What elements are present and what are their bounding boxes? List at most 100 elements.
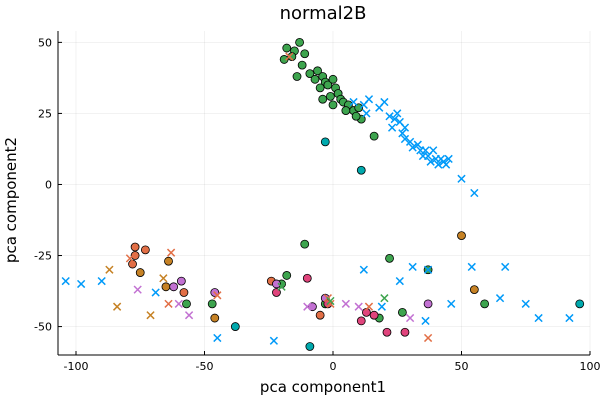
scatter-point (77, 279, 86, 289)
scatter-point (166, 248, 176, 257)
y-tick-label: 25 (38, 107, 52, 120)
scatter-point (130, 242, 140, 252)
scatter-point (444, 154, 453, 164)
series-3 (135, 231, 479, 323)
scatter-point (313, 66, 322, 76)
scatter-point (534, 313, 543, 323)
scatter-point (326, 296, 335, 306)
scatter-point (310, 74, 320, 84)
y-axis-ticks: -50 -25 0 25 50 (34, 36, 62, 334)
scatter-point (326, 299, 335, 308)
scatter-point (328, 74, 338, 84)
scatter-point (565, 313, 574, 323)
scatter-point (421, 316, 430, 326)
scatter-point (277, 282, 286, 291)
scatter-point (169, 282, 179, 292)
series-9 (133, 285, 415, 323)
scatter-point (97, 276, 106, 286)
scatter-point (521, 299, 530, 308)
scatter-point (146, 311, 155, 320)
scatter-point (400, 134, 410, 144)
scatter-point (308, 302, 317, 312)
scatter-point (413, 140, 422, 149)
scatter-point (269, 336, 279, 345)
scatter-point (429, 146, 438, 155)
scatter-point (341, 299, 350, 308)
scatter-point (164, 299, 173, 308)
scatter-point (174, 299, 183, 308)
scatter-point (303, 302, 312, 311)
x-tick-label: 50 (454, 360, 468, 373)
y-tick-label: -50 (34, 321, 52, 334)
scatter-point (398, 129, 407, 138)
scatter-point (179, 288, 189, 297)
scatter-point (405, 137, 415, 146)
x-axis-label: pca component1 (260, 378, 386, 396)
scatter-point (287, 52, 297, 61)
scatter-point (184, 311, 194, 320)
scatter-point (282, 43, 292, 53)
scatter-point (326, 91, 335, 101)
scatter-point (380, 97, 389, 107)
scatter-point (302, 273, 312, 283)
scatter-point (112, 302, 122, 311)
scatter-point (151, 288, 160, 297)
scatter-point (385, 112, 394, 121)
scatter-point (575, 299, 585, 309)
scatter-point (382, 327, 392, 337)
scatter-point (328, 100, 338, 110)
scatter-point (423, 265, 433, 274)
scatter-point (140, 245, 150, 255)
scatter-point (207, 299, 217, 309)
scatter-point (480, 299, 490, 309)
scatter-point (292, 72, 302, 81)
x-axis-ticks: -100 -50 0 50 100 (64, 351, 600, 373)
scatter-point (467, 262, 476, 272)
x-tick-label: 100 (580, 360, 600, 373)
scatter-point (182, 299, 191, 309)
scatter-point (349, 97, 358, 107)
scatter-point (300, 49, 310, 59)
y-tick-label: -25 (34, 250, 52, 263)
scatter-point (320, 137, 330, 147)
scatter-point (297, 60, 307, 70)
y-tick-label: 0 (45, 178, 52, 191)
chart-title: normal2B (280, 3, 367, 24)
scatter-point (393, 109, 402, 118)
scatter-point (495, 294, 505, 303)
series-1 (230, 137, 585, 351)
scatter-point (315, 310, 325, 320)
y-tick-label: 50 (38, 36, 52, 49)
scatter-point (305, 69, 315, 79)
scatter-point (133, 285, 142, 294)
scatter-point (364, 95, 374, 104)
series-10 (277, 282, 389, 306)
scatter-point (457, 174, 466, 183)
scatter-point (364, 302, 374, 311)
scatter-point (105, 265, 114, 274)
scatter-point (135, 268, 145, 277)
scatter-point (501, 262, 510, 272)
x-tick-label: -100 (64, 360, 89, 373)
scatter-point (469, 285, 479, 295)
scatter-point (441, 160, 451, 169)
scatter-point (408, 143, 417, 152)
scatter-point (380, 294, 389, 303)
y-axis-label: pca component2 (2, 137, 20, 263)
axes (57, 31, 590, 356)
scatter-point (61, 276, 70, 286)
scatter-point (130, 251, 140, 260)
scatter-point (400, 123, 410, 132)
scatter-point (323, 80, 333, 90)
scatter-point (279, 55, 289, 64)
scatter-point (285, 52, 294, 61)
scatter-point (305, 342, 315, 351)
x-tick-label: 0 (329, 360, 336, 373)
scatter-point (356, 316, 366, 326)
scatter-point (213, 291, 222, 300)
scatter-point (272, 279, 281, 289)
scatter-point (369, 310, 379, 320)
scatter-point (397, 307, 407, 317)
